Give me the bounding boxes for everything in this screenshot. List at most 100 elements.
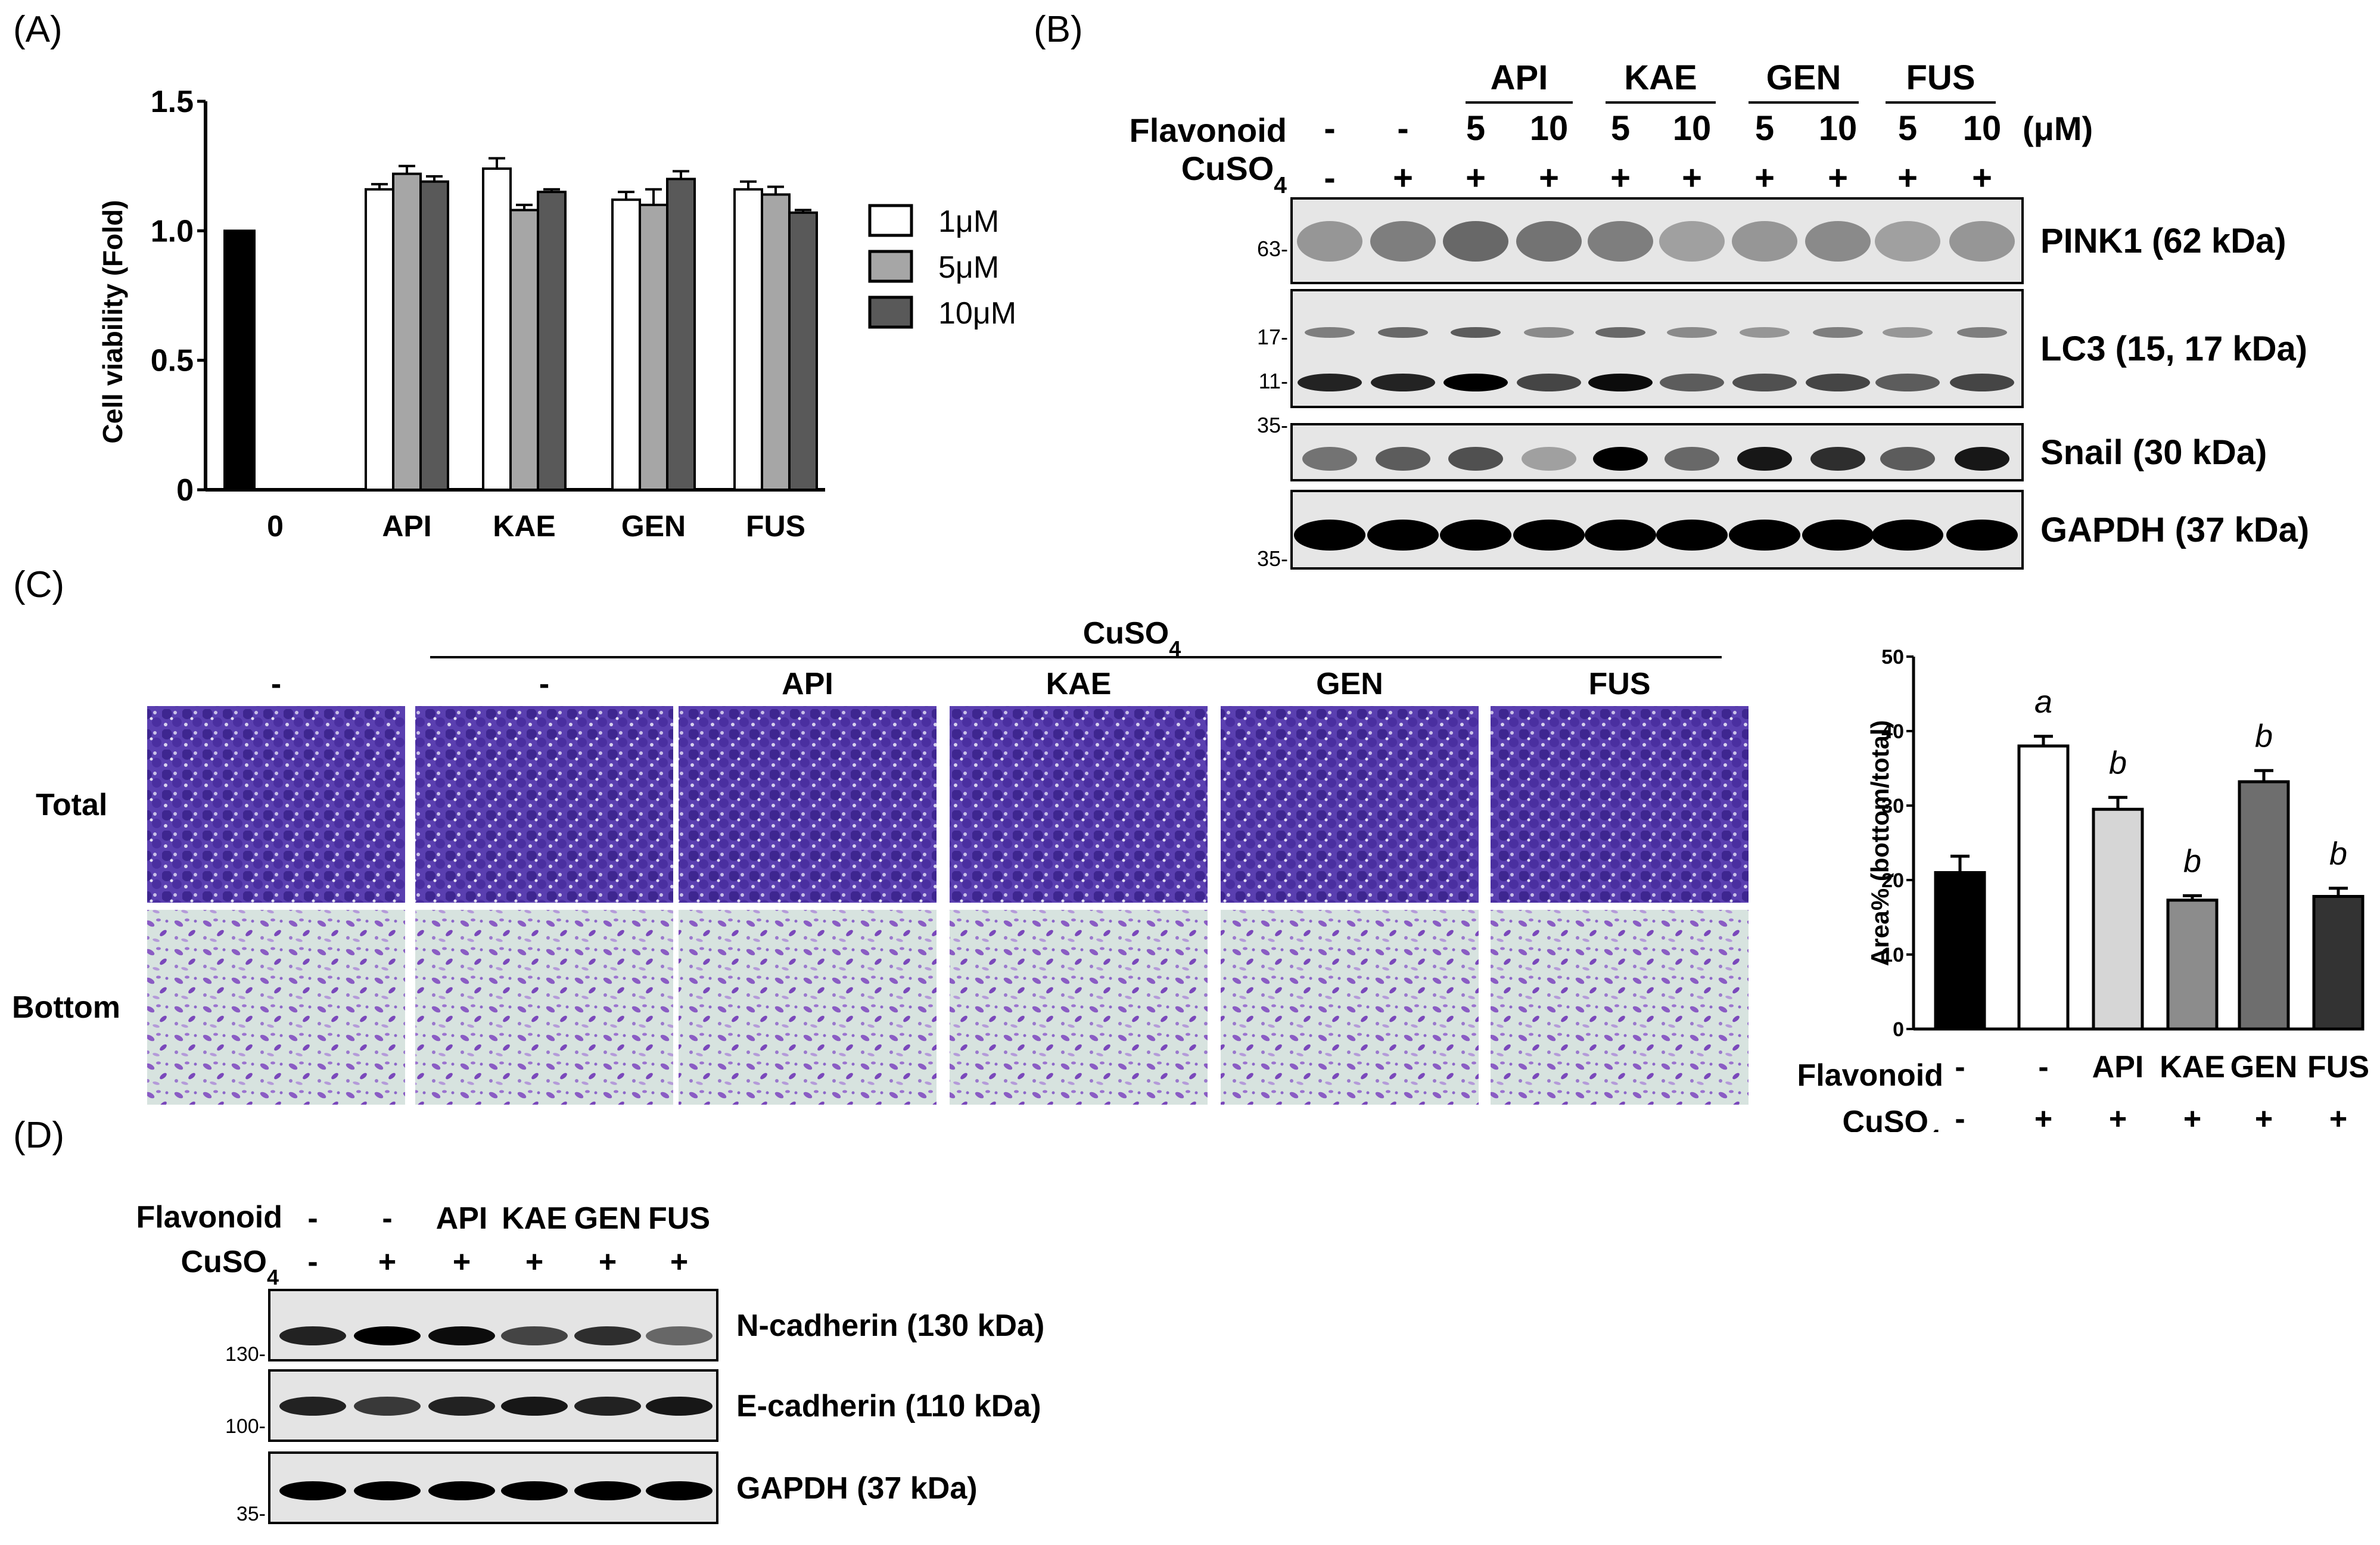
protein-band	[1588, 221, 1653, 262]
bar	[666, 178, 696, 491]
flavonoid-value: KAE	[2160, 1050, 2225, 1084]
protein-band	[1880, 447, 1935, 471]
total-image	[679, 706, 937, 903]
cuso4-sign: +	[1897, 158, 1918, 197]
protein-band	[1875, 374, 1940, 391]
total-image	[415, 706, 673, 903]
cuso4-row-label: CuSO4	[1843, 1105, 1940, 1132]
y-tick-label: 30	[1881, 795, 1904, 817]
legend-swatch	[868, 204, 913, 237]
protein-band	[1955, 447, 2009, 471]
cuso4-value: +	[378, 1245, 396, 1279]
band-label: PINK1 (62 kDa)	[2040, 222, 2286, 260]
x-tick-label: FUS	[746, 509, 805, 543]
protein-band	[574, 1326, 641, 1345]
protein-band	[1806, 374, 1870, 391]
protein-band	[1872, 520, 1943, 551]
cuso4-value: -	[307, 1245, 318, 1279]
bar	[537, 191, 567, 491]
bottom-image	[415, 910, 673, 1105]
protein-band	[1376, 447, 1430, 471]
cuso4-value: +	[2255, 1102, 2273, 1132]
protein-band	[1732, 221, 1797, 262]
flavonoid-value: GEN	[2230, 1050, 2298, 1084]
protein-band	[1294, 520, 1365, 551]
size-marker: 11-	[1259, 369, 1288, 393]
protein-band	[1656, 520, 1728, 551]
cuso4-value: +	[670, 1245, 688, 1279]
cuso4-sign: +	[1972, 158, 1992, 197]
flavonoid-row-label: Flavonoid	[136, 1200, 282, 1235]
cuso4-value: +	[2034, 1102, 2052, 1132]
size-marker: 130-	[225, 1343, 266, 1366]
flavonoid-value: -	[307, 1201, 318, 1236]
protein-band	[1298, 374, 1362, 391]
protein-band	[1524, 327, 1574, 338]
protein-band	[279, 1481, 346, 1500]
protein-band	[354, 1326, 421, 1345]
protein-band	[354, 1481, 421, 1500]
unit-label: (μM)	[2023, 110, 2093, 147]
protein-band	[574, 1481, 641, 1500]
y-tick-label: 1.5	[151, 85, 194, 119]
protein-band	[1740, 327, 1790, 338]
flavonoid-value: -	[2038, 1050, 2048, 1084]
flavonoid-value: -	[1955, 1050, 1965, 1084]
y-axis-label: Cell viability (Fold)	[97, 200, 128, 444]
flavonoid-value: GEN	[574, 1201, 642, 1236]
image-column-label: FUS	[1589, 667, 1651, 701]
protein-band	[1516, 221, 1582, 262]
row-label-total: Total	[36, 788, 107, 822]
blot-group-label: KAE	[1624, 58, 1697, 97]
size-marker: 35-	[237, 1503, 266, 1525]
size-marker: 35-	[1257, 413, 1288, 437]
x-tick-label: 0	[267, 509, 284, 543]
legend-swatch	[868, 250, 913, 283]
size-marker: 63-	[1257, 237, 1288, 261]
size-marker: 100-	[225, 1415, 266, 1438]
protein-band	[279, 1397, 346, 1416]
size-marker: 35-	[1257, 546, 1288, 571]
cuso4-row-label: CuSO4	[181, 1245, 279, 1289]
cuso4-value: -	[1955, 1102, 1965, 1132]
y-tick-label: 1.0	[151, 214, 194, 248]
y-axis-label: Area% (bottom/total)	[1866, 720, 1894, 966]
image-column-label: KAE	[1046, 667, 1112, 701]
cuso4-value: +	[453, 1245, 471, 1279]
bottom-image	[679, 910, 937, 1105]
protein-band	[1660, 374, 1724, 391]
protein-band	[1665, 447, 1719, 471]
transwell-panel: CuSO4- - API KAE GEN FUSTotalBottom0102030405…	[12, 616, 2369, 1132]
cuso4-sign: +	[1610, 158, 1631, 197]
flavonoid-dose: 10	[1530, 109, 1569, 148]
flavonoid-value: FUS	[648, 1201, 710, 1236]
significance-label: b	[2183, 843, 2201, 879]
flavonoid-dose: 5	[1466, 109, 1485, 148]
protein-band	[1950, 374, 2014, 391]
protein-band	[279, 1326, 346, 1345]
protein-band	[1595, 327, 1645, 338]
protein-band	[1371, 374, 1435, 391]
flavonoid-dose: -	[1397, 109, 1408, 148]
cuso4-value: +	[599, 1245, 617, 1279]
flavonoid-dose: -	[1324, 109, 1335, 148]
bottom-image	[1221, 910, 1479, 1105]
protein-band	[1443, 221, 1508, 262]
band-label: GAPDH (37 kDa)	[736, 1471, 978, 1506]
protein-band	[574, 1397, 641, 1416]
flavonoid-value: KAE	[502, 1201, 567, 1236]
band-label: LC3 (15, 17 kDa)	[2040, 329, 2307, 368]
legend-label: 5μM	[938, 250, 999, 285]
x-tick-label: KAE	[493, 509, 556, 543]
flavonoid-dose: 10	[1673, 109, 1712, 148]
cuso4-header: CuSO4	[1083, 616, 1181, 661]
protein-band	[1588, 374, 1653, 391]
protein-band	[1297, 221, 1362, 262]
y-tick-label: 40	[1881, 720, 1904, 743]
blot-strip	[1290, 197, 2024, 284]
y-tick-label: 10	[1881, 944, 1904, 966]
protein-band	[1302, 447, 1357, 471]
bar	[2312, 895, 2365, 1031]
cuso4-sign: +	[1754, 158, 1775, 197]
